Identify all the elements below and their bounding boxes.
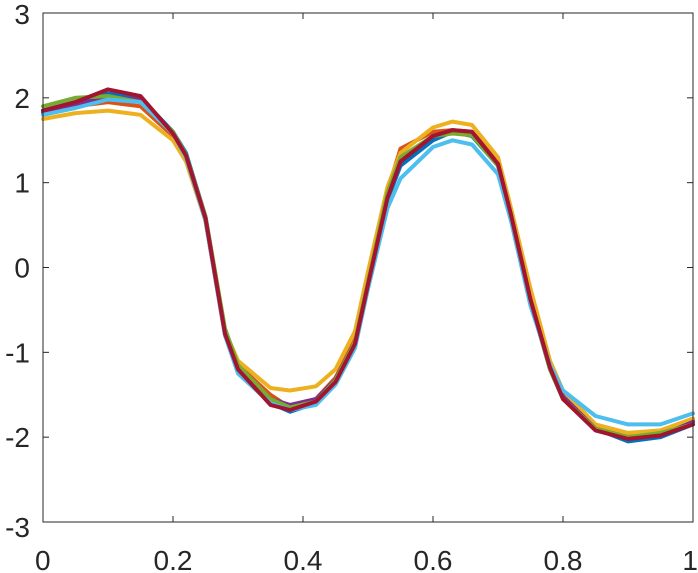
x-tick-label: 0.2 <box>154 545 193 573</box>
series-line-3 <box>41 108 695 435</box>
y-tick-label: 0 <box>14 253 30 284</box>
y-tick-label: -2 <box>5 422 30 453</box>
x-tick-label: 1 <box>682 545 698 573</box>
y-tick-label: -3 <box>5 512 30 543</box>
x-tick-label: 0.6 <box>414 545 453 573</box>
y-tick-label: 2 <box>14 83 30 114</box>
series-line-7 <box>41 87 695 441</box>
x-tick-label: 0.8 <box>544 545 583 573</box>
y-tick-label: 1 <box>14 168 30 199</box>
series-line-6 <box>41 97 695 427</box>
y-tick-label: -1 <box>5 337 30 368</box>
tick-labels-layer: 0 0.2 0.4 0.6 0.8 1 -3 -2 -1 0 1 2 3 <box>5 0 698 573</box>
x-tick-label: 0.4 <box>284 545 323 573</box>
series-layer <box>41 87 695 444</box>
axes-layer <box>42 12 694 523</box>
y-tick-label: 3 <box>14 0 30 30</box>
x-tick-label: 0 <box>35 545 51 573</box>
